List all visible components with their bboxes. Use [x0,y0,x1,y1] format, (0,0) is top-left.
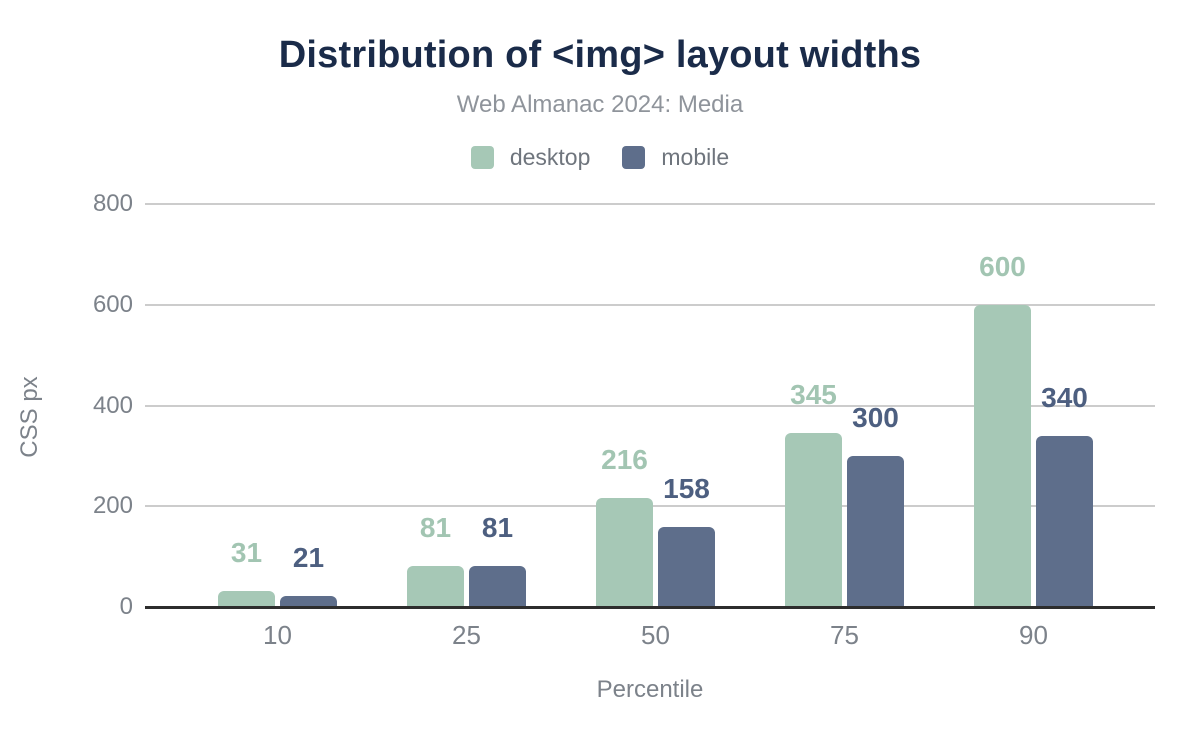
mobile-bar-slot: 340 [1036,382,1093,607]
mobile-swatch-icon [622,146,646,169]
y-tick-label-200: 200 [92,492,133,520]
legend-label-mobile: mobile [661,144,730,170]
chart-subtitle: Web Almanac 2024: Media [456,91,744,118]
bar-pair: 600 340 [939,204,1128,607]
legend: desktop mobile [0,144,1200,171]
y-tick-label-800: 800 [92,190,133,217]
mobile-bar[interactable] [1036,435,1093,607]
mobile-bar-slot: 158 [658,473,715,607]
gridline-600 [145,303,1155,306]
desktop-swatch-icon [470,146,494,169]
legend-item-mobile: mobile [622,144,729,171]
desktop-bar-slot: 345 [785,379,842,607]
gridline-800 [145,203,1155,205]
desktop-bar[interactable] [974,304,1031,607]
desktop-bar[interactable] [785,433,842,607]
y-tick-label-600: 600 [92,290,133,318]
desktop-bar[interactable] [596,498,653,607]
desktop-bar-slot: 81 [407,512,464,607]
bar-group-50: 216 158 50 [561,204,750,650]
mobile-bar-value-label: 81 [481,512,514,544]
y-tick-label-400: 400 [92,391,133,419]
desktop-bar-slot: 600 [974,251,1031,607]
mobile-bar-slot: 300 [847,402,904,607]
mobile-bar-value-label: 158 [663,473,710,505]
gridline-400 [145,404,1155,407]
bar-pair: 216 158 [561,204,750,607]
legend-label-desktop: desktop [509,144,591,170]
mobile-bar-value-label: 340 [1041,381,1088,413]
legend-item-desktop: desktop [470,144,591,171]
bar-group-25: 81 81 25 [372,204,561,650]
x-axis-line [145,606,1155,609]
bar-group-10: 31 21 10 [183,204,372,650]
desktop-bar-value-label: 31 [230,537,263,569]
x-tick-label-10: 10 [263,620,292,650]
bar-group-75: 345 300 75 [750,204,939,650]
desktop-bar[interactable] [407,566,464,607]
desktop-bar-slot: 216 [596,444,653,607]
y-tick-label-0: 0 [119,593,133,620]
desktop-bar-value-label: 600 [979,250,1026,282]
plot-area: 0 200 400 600 800 31 21 10 81 81 25 216 158 50 345 300… [93,191,1155,650]
desktop-bar[interactable] [218,591,275,607]
bar-pair: 31 21 [183,204,372,607]
x-tick-label-25: 25 [452,620,481,650]
mobile-bar[interactable] [469,566,526,607]
mobile-bar-slot: 81 [469,512,526,607]
mobile-bar-value-label: 21 [292,542,325,574]
mobile-bar-value-label: 300 [852,401,899,433]
bar-groups: 31 21 10 81 81 25 216 158 50 345 300 75 600 340 90 [145,204,1155,650]
bar-group-90: 600 340 90 [939,204,1128,650]
x-tick-label-90: 90 [1019,620,1048,650]
x-tick-label-75: 75 [830,620,859,650]
bar-pair: 81 81 [372,204,561,607]
y-axis-title: CSS px [16,376,43,458]
desktop-bar-value-label: 216 [601,444,648,476]
bar-pair: 345 300 [750,204,939,607]
desktop-bar-value-label: 81 [419,512,452,544]
desktop-bar-slot: 31 [218,537,275,607]
x-tick-label-50: 50 [641,620,670,650]
mobile-bar[interactable] [280,596,337,607]
mobile-bar-slot: 21 [280,542,337,607]
chart-title: Distribution of <img> layout widths [278,34,922,76]
x-axis-title: Percentile [596,676,704,703]
mobile-bar[interactable] [658,527,715,607]
desktop-bar-value-label: 345 [790,379,837,411]
mobile-bar[interactable] [847,455,904,607]
